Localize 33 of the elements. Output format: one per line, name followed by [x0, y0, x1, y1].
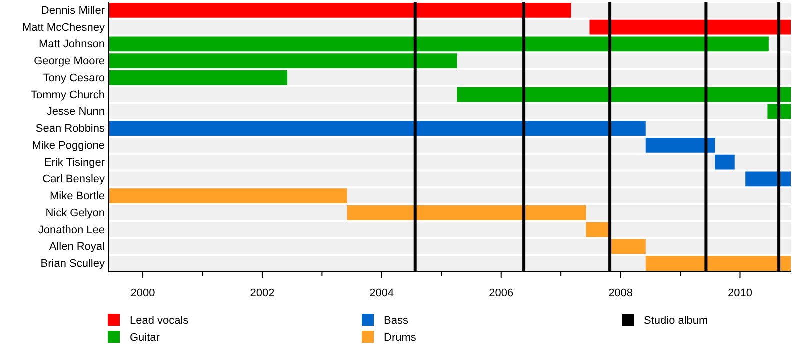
legend-label: Guitar [130, 332, 160, 344]
legend-label: Studio album [644, 315, 708, 327]
x-tick-label: 2010 [728, 287, 752, 300]
x-tick-label: 2008 [608, 287, 634, 300]
legend-label: Bass [384, 315, 409, 327]
y-tick-label: Matt Johnson [38, 38, 105, 51]
x-tick-label: 2004 [370, 287, 394, 300]
x-tick-label: 2002 [250, 287, 275, 300]
legend-label: Lead vocals [130, 315, 190, 327]
bar [646, 138, 716, 153]
y-tick-label: Mike Poggione [32, 140, 105, 152]
y-tick-label: Nick Gelyon [46, 207, 105, 220]
y-tick-label: Matt McChesney [22, 22, 106, 34]
y-tick-label: Brian Sculley [40, 258, 106, 270]
bar [610, 239, 646, 254]
y-tick-label: Carl Bensley [42, 174, 106, 186]
y-tick-label: Mike Bortle [50, 190, 105, 203]
y-tick-label: Dennis Miller [41, 4, 106, 17]
bar [646, 256, 791, 271]
y-tick-label: George Moore [34, 56, 105, 68]
x-tick-label: 2006 [489, 287, 514, 300]
bar [586, 222, 611, 238]
legend-label: Drums [384, 332, 417, 344]
y-tick-label: Jesse Nunn [46, 106, 105, 118]
bar [715, 154, 735, 170]
y-tick-label: Jonathon Lee [38, 224, 105, 236]
y-tick-label: Tony Cesaro [43, 72, 105, 84]
y-tick-label: Tommy Church [31, 89, 105, 102]
y-tick-label: Allen Royal [49, 241, 105, 254]
x-tick-label: 2000 [130, 287, 156, 300]
y-tick-label: Erik Tisinger [44, 156, 106, 169]
bar [746, 172, 791, 187]
y-tick-label: Sean Robbins [36, 123, 106, 136]
